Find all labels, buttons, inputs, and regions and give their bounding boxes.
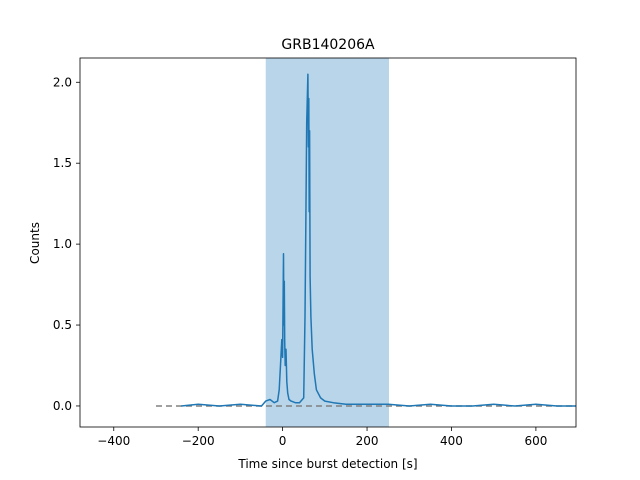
y-tick-label: 1.0 [53, 237, 72, 251]
x-tick-label: 600 [524, 434, 547, 448]
chart-title: GRB140206A [281, 37, 375, 53]
y-tick-label: 0.0 [53, 399, 72, 413]
x-tick-label: 0 [279, 434, 287, 448]
x-axis-ticks: −400 −200 0 200 400 600 [97, 427, 547, 448]
x-tick-label: 400 [440, 434, 463, 448]
x-tick-label: −200 [182, 434, 215, 448]
y-tick-label: 2.0 [53, 75, 72, 89]
series-line [181, 73, 576, 407]
shaded-interval [265, 58, 389, 427]
x-axis-label: Time since burst detection [s] [237, 457, 417, 471]
y-tick-label: 1.5 [53, 156, 72, 170]
x-tick-label: 200 [356, 434, 379, 448]
y-axis-label: Counts [28, 222, 42, 264]
x-tick-label: −400 [97, 434, 130, 448]
axes-frame [79, 57, 577, 428]
y-tick-label: 0.5 [53, 318, 72, 332]
y-axis-ticks: 0.0 0.5 1.0 1.5 2.0 [53, 75, 80, 413]
